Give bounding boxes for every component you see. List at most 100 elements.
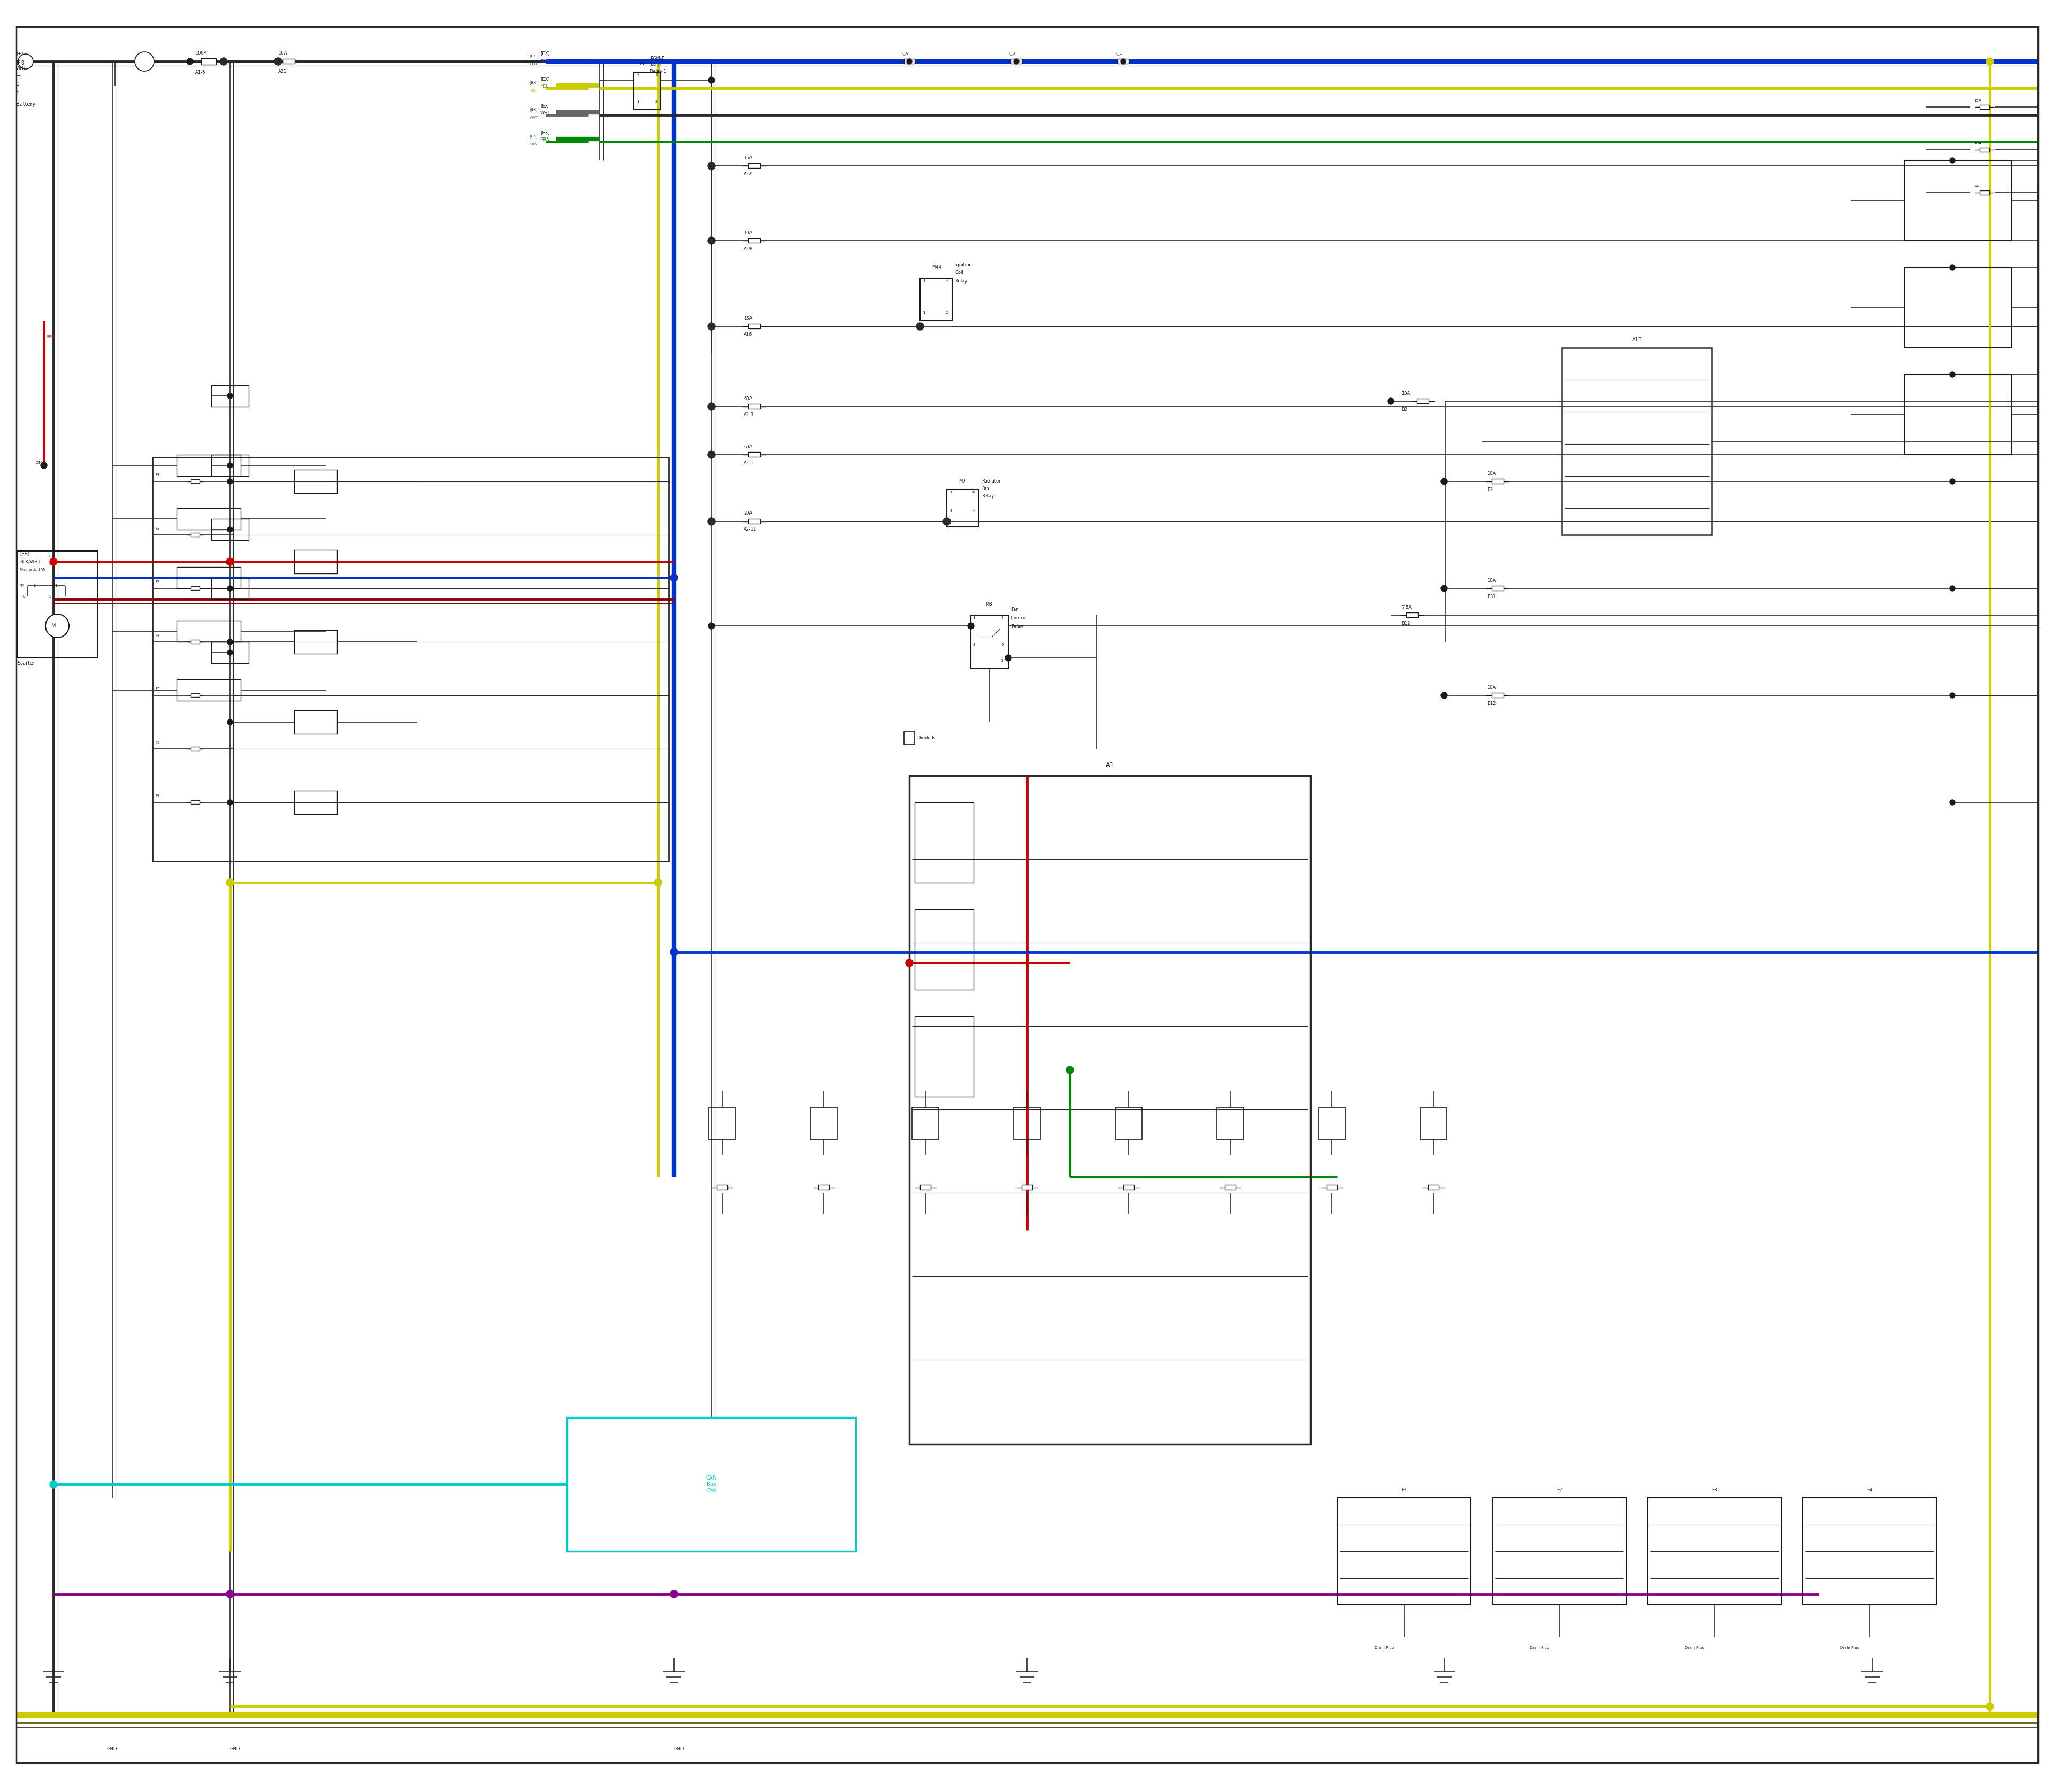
Circle shape xyxy=(228,586,232,591)
Text: BLU: BLU xyxy=(530,63,536,66)
Circle shape xyxy=(967,622,974,629)
Circle shape xyxy=(228,559,232,564)
Text: 4: 4 xyxy=(945,280,949,283)
Bar xyxy=(1904,375,2011,455)
Bar xyxy=(1319,1107,1345,1140)
Circle shape xyxy=(1949,799,1955,805)
Circle shape xyxy=(275,57,281,65)
Text: 7A: 7A xyxy=(1974,185,1978,188)
Circle shape xyxy=(1986,1702,1994,1710)
Text: [EX]: [EX] xyxy=(530,108,538,111)
Circle shape xyxy=(906,59,912,65)
Text: B12: B12 xyxy=(1401,620,1411,625)
Bar xyxy=(1124,1185,1134,1190)
Text: 3: 3 xyxy=(949,509,951,513)
Text: 16A: 16A xyxy=(744,315,752,321)
Circle shape xyxy=(228,462,232,468)
Bar xyxy=(904,731,914,745)
Text: (+): (+) xyxy=(16,52,23,56)
Text: S4: S4 xyxy=(228,586,232,590)
Text: GND: GND xyxy=(230,1747,240,1751)
Text: Drain Plug: Drain Plug xyxy=(1374,1647,1395,1649)
Bar xyxy=(920,1185,930,1190)
Text: [EX]: [EX] xyxy=(540,104,550,108)
Bar xyxy=(912,1107,939,1140)
Bar xyxy=(283,59,294,65)
Text: 10A: 10A xyxy=(1487,471,1495,477)
Text: 10A: 10A xyxy=(1974,142,1982,145)
Circle shape xyxy=(228,392,232,398)
Bar xyxy=(212,642,249,663)
Text: B2: B2 xyxy=(1401,407,1407,412)
Text: C408: C408 xyxy=(35,461,45,464)
Text: A1-6: A1-6 xyxy=(195,70,205,75)
Circle shape xyxy=(709,403,715,410)
Bar xyxy=(177,566,240,588)
Circle shape xyxy=(1949,158,1955,163)
Text: [EX]: [EX] xyxy=(540,131,550,134)
Bar xyxy=(748,324,760,328)
Text: Main: Main xyxy=(649,63,661,68)
Circle shape xyxy=(709,323,715,330)
Text: BLK/WHT: BLK/WHT xyxy=(21,559,41,564)
Text: F6: F6 xyxy=(156,740,160,744)
Text: 1: 1 xyxy=(637,100,639,104)
Bar xyxy=(191,586,199,590)
Bar xyxy=(212,577,249,599)
Text: 60A: 60A xyxy=(744,444,752,450)
Text: 1: 1 xyxy=(972,616,976,620)
Circle shape xyxy=(943,518,951,525)
Text: T4: T4 xyxy=(21,584,25,588)
Text: 4: 4 xyxy=(1002,616,1004,620)
Bar xyxy=(1021,1185,1033,1190)
Text: Diode B: Diode B xyxy=(918,737,935,740)
Bar xyxy=(177,509,240,530)
Text: Drain Plug: Drain Plug xyxy=(1530,1647,1549,1649)
Text: [EE]: [EE] xyxy=(21,552,29,556)
Circle shape xyxy=(916,323,924,330)
Circle shape xyxy=(1004,654,1011,661)
Circle shape xyxy=(226,557,234,566)
Text: F_B: F_B xyxy=(1009,52,1015,56)
Circle shape xyxy=(709,403,715,410)
Text: Radiator: Radiator xyxy=(982,478,1000,484)
Bar xyxy=(1115,1107,1142,1140)
Text: BLU: BLU xyxy=(540,59,548,65)
Bar xyxy=(212,385,249,407)
Text: 3: 3 xyxy=(972,643,976,647)
Text: [El]: [El] xyxy=(16,61,25,65)
Circle shape xyxy=(670,948,678,955)
Text: B12: B12 xyxy=(1487,701,1495,706)
Text: E1: E1 xyxy=(1401,1487,1407,1493)
Circle shape xyxy=(709,518,715,525)
Circle shape xyxy=(1389,398,1395,405)
Text: 4: 4 xyxy=(637,73,639,77)
Circle shape xyxy=(916,323,922,330)
Text: 3: 3 xyxy=(922,280,924,283)
Circle shape xyxy=(275,59,281,65)
Text: Drain Plug: Drain Plug xyxy=(1684,1647,1705,1649)
Bar xyxy=(748,452,760,457)
Bar xyxy=(294,470,337,493)
Bar xyxy=(191,478,199,484)
Bar xyxy=(1980,147,1988,152)
Bar xyxy=(1980,190,1988,195)
Text: B2: B2 xyxy=(1487,487,1493,491)
Circle shape xyxy=(670,573,678,581)
Circle shape xyxy=(709,237,715,244)
Bar xyxy=(294,790,337,814)
Circle shape xyxy=(228,650,232,656)
Bar xyxy=(1224,1185,1237,1190)
Text: YEL: YEL xyxy=(530,90,536,93)
Circle shape xyxy=(1121,59,1126,65)
Text: 2: 2 xyxy=(945,312,949,315)
Circle shape xyxy=(709,452,715,459)
Text: Ignition: Ignition xyxy=(955,262,972,267)
Bar xyxy=(212,455,249,477)
Bar xyxy=(748,520,760,523)
Circle shape xyxy=(709,452,715,459)
Text: A29: A29 xyxy=(744,246,752,251)
Text: 1: 1 xyxy=(55,584,58,588)
Text: S3: S3 xyxy=(228,529,232,530)
Bar xyxy=(191,801,199,805)
